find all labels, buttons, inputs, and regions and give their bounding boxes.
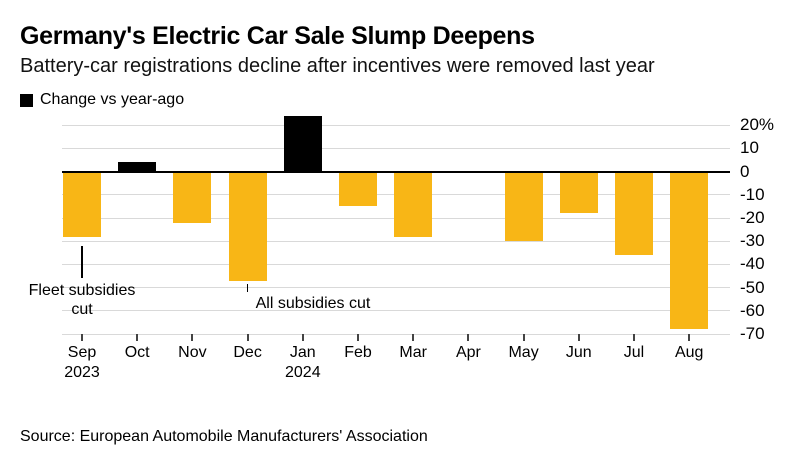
x-axis-label: May bbox=[508, 344, 539, 361]
legend-swatch-icon bbox=[20, 93, 33, 107]
x-axis-year-label: 2024 bbox=[285, 364, 321, 381]
bar-mar bbox=[394, 171, 433, 237]
bar-dec bbox=[228, 171, 267, 281]
gridline bbox=[62, 263, 730, 265]
gridline bbox=[62, 124, 730, 126]
source-note: Source: European Automobile Manufacturer… bbox=[20, 428, 428, 445]
y-axis-label: -40 bbox=[740, 254, 765, 274]
x-tick bbox=[688, 334, 691, 341]
x-axis-label: Sep bbox=[67, 344, 97, 361]
legend-label: Change vs year-ago bbox=[40, 91, 185, 108]
chart-subtitle: Battery-car registrations decline after … bbox=[20, 55, 655, 77]
x-tick bbox=[357, 334, 359, 341]
annotation-text-line: cut bbox=[71, 301, 93, 318]
x-tick bbox=[522, 334, 525, 341]
x-tick bbox=[412, 334, 415, 341]
bar-nov bbox=[173, 171, 212, 223]
y-axis-label: 20% bbox=[740, 115, 775, 135]
x-tick bbox=[246, 334, 249, 341]
annotation-tick bbox=[246, 284, 249, 292]
x-axis-label: Nov bbox=[178, 344, 207, 361]
bar-may bbox=[504, 171, 543, 242]
bar-feb bbox=[339, 171, 377, 207]
y-axis-label: -60 bbox=[740, 300, 765, 320]
annotation-text: Fleet subsidies cut bbox=[17, 281, 147, 319]
y-axis-label: -30 bbox=[740, 231, 765, 251]
x-tick bbox=[633, 334, 635, 341]
x-axis-label: Jun bbox=[565, 344, 592, 361]
chart-title: Germany's Electric Car Sale Slump Deepen… bbox=[20, 22, 535, 50]
x-tick bbox=[136, 334, 139, 341]
y-axis-label: 10 bbox=[740, 138, 759, 158]
x-tick bbox=[467, 334, 470, 341]
x-axis-label: Oct bbox=[124, 344, 150, 361]
bar-sep bbox=[63, 171, 101, 237]
x-axis-label: Mar bbox=[399, 344, 427, 361]
x-axis-label: Apr bbox=[455, 344, 481, 361]
y-axis-label: 0 bbox=[740, 161, 750, 181]
bar-jun bbox=[559, 171, 598, 214]
annotation-line bbox=[81, 246, 83, 278]
gridline bbox=[62, 310, 730, 312]
x-tick bbox=[81, 334, 83, 341]
zero-baseline bbox=[62, 170, 730, 173]
x-tick bbox=[301, 334, 304, 341]
x-axis-label: Dec bbox=[233, 344, 262, 361]
x-axis-year-label: 2023 bbox=[64, 364, 100, 381]
gridline bbox=[62, 147, 730, 149]
x-axis-label: Jan bbox=[289, 344, 316, 361]
bar-jan bbox=[283, 115, 322, 172]
y-axis-label: -70 bbox=[740, 324, 765, 343]
x-tick bbox=[191, 334, 194, 341]
gridline bbox=[62, 287, 730, 289]
y-axis-label: -50 bbox=[740, 277, 765, 297]
bar-oct bbox=[118, 162, 157, 172]
x-axis-label: Aug bbox=[674, 344, 704, 361]
x-axis-label: Feb bbox=[344, 344, 372, 361]
annotation-text-line: Fleet subsidies bbox=[28, 282, 136, 299]
legend: Change vs year-ago bbox=[20, 91, 184, 109]
x-tick bbox=[577, 334, 580, 341]
gridline bbox=[62, 240, 730, 242]
x-axis-label: Jul bbox=[623, 344, 645, 361]
y-axis-label: -10 bbox=[740, 184, 765, 204]
annotation-text: All subsidies cut bbox=[255, 295, 371, 312]
bar-jul bbox=[615, 171, 653, 256]
y-axis-label: -20 bbox=[740, 208, 765, 227]
bar-aug bbox=[670, 171, 709, 330]
gridline bbox=[62, 333, 730, 335]
